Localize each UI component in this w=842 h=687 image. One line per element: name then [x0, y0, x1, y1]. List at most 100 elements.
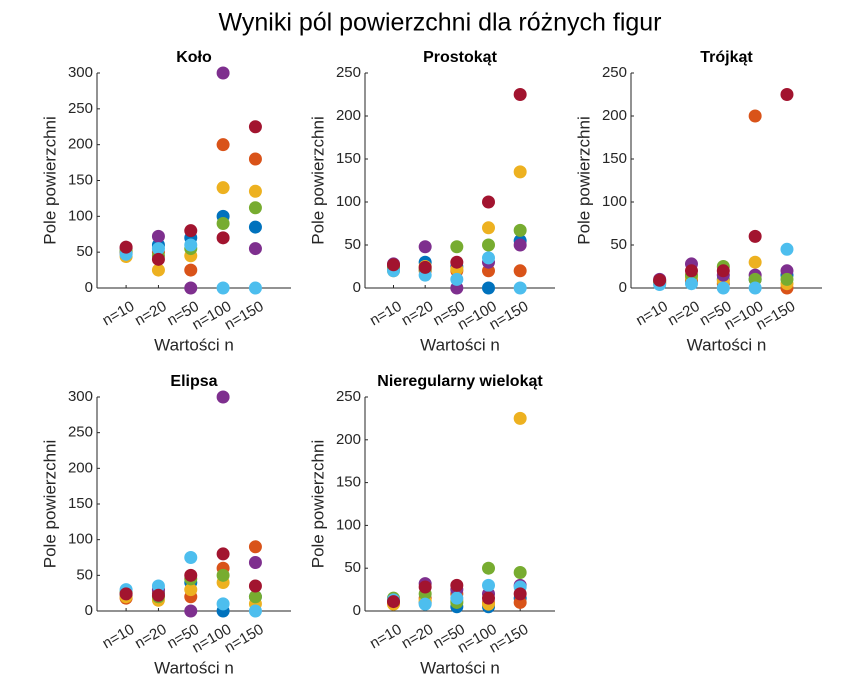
point	[184, 551, 198, 564]
subplot-title: Elipsa	[170, 373, 217, 390]
point	[482, 195, 495, 209]
y-tick-label: 0	[85, 279, 93, 296]
point	[513, 411, 527, 425]
point	[119, 240, 133, 254]
point	[748, 281, 762, 295]
point	[248, 590, 262, 604]
point	[748, 229, 762, 243]
point	[513, 264, 527, 278]
point	[450, 255, 464, 269]
y-tick-label: 250	[68, 100, 93, 117]
point	[216, 217, 230, 230]
y-tick-label: 200	[336, 431, 361, 448]
point	[248, 201, 262, 215]
point	[151, 242, 165, 256]
y-tick-label: 150	[68, 171, 93, 188]
y-tick-label: 250	[602, 64, 627, 81]
point	[184, 583, 198, 597]
point	[482, 591, 495, 605]
point	[216, 181, 230, 195]
subplot: 050100150200250n=10n=20n=50n=100n=150Nie…	[308, 373, 555, 677]
point	[151, 263, 165, 277]
y-tick-label: 150	[336, 474, 361, 491]
point	[513, 587, 527, 601]
point	[450, 240, 464, 254]
point	[216, 568, 230, 582]
point	[482, 561, 495, 575]
subplot: 050100150200250n=10n=20n=50n=100n=150Pro…	[308, 49, 555, 354]
point	[684, 277, 698, 291]
point	[450, 272, 464, 286]
point	[450, 591, 464, 605]
point	[418, 597, 432, 611]
point	[248, 540, 262, 554]
point	[780, 88, 794, 101]
point	[748, 255, 762, 269]
subplot: 050100150200250300n=10n=20n=50n=100n=150…	[40, 49, 291, 354]
y-tick-label: 0	[353, 279, 361, 296]
y-tick-label: 150	[68, 495, 93, 512]
point	[248, 120, 262, 134]
point	[513, 281, 527, 295]
y-tick-label: 200	[602, 107, 627, 124]
point	[248, 281, 262, 295]
point	[387, 595, 400, 609]
point	[482, 578, 495, 592]
point	[387, 258, 400, 272]
y-tick-label: 50	[76, 566, 93, 583]
point	[151, 588, 165, 602]
point	[513, 238, 527, 252]
x-tick-label: n=20	[132, 298, 170, 330]
point	[482, 281, 495, 295]
y-tick-label: 100	[68, 531, 93, 548]
point	[418, 260, 432, 274]
point	[780, 242, 794, 256]
point	[248, 220, 262, 234]
point	[216, 547, 230, 561]
x-axis-label: Wartości n	[154, 658, 234, 677]
y-tick-label: 200	[68, 459, 93, 476]
x-tick-label: n=10	[100, 621, 138, 653]
point	[780, 272, 794, 286]
point	[184, 568, 198, 582]
y-tick-label: 100	[336, 193, 361, 210]
point	[418, 240, 432, 254]
point	[482, 238, 495, 252]
point	[248, 242, 262, 256]
point	[513, 88, 527, 101]
y-tick-label: 200	[336, 107, 361, 124]
y-tick-label: 150	[336, 150, 361, 167]
point	[482, 251, 495, 265]
point	[248, 579, 262, 593]
y-tick-label: 100	[336, 516, 361, 533]
y-axis-label: Pole powierzchni	[40, 116, 59, 245]
x-axis-label: Wartości n	[420, 658, 500, 677]
point	[748, 109, 762, 123]
point	[684, 264, 698, 278]
point	[716, 281, 730, 295]
y-tick-label: 0	[619, 279, 627, 296]
point	[119, 587, 133, 601]
y-tick-label: 50	[76, 243, 93, 260]
figure-title: Wyniki pól powierzchni dla różnych figur	[218, 9, 661, 37]
point	[482, 221, 495, 235]
point	[418, 580, 432, 594]
y-tick-label: 50	[344, 559, 361, 576]
point	[248, 604, 262, 618]
point	[513, 165, 527, 179]
point	[716, 264, 730, 278]
y-axis-label: Pole powierzchni	[308, 440, 327, 569]
subplot: 050100150200250300n=10n=20n=50n=100n=150…	[40, 373, 291, 677]
x-axis-label: Wartości n	[154, 335, 234, 354]
subplot-title: Koło	[176, 49, 212, 66]
y-axis-label: Pole powierzchni	[40, 440, 59, 569]
y-tick-label: 0	[353, 602, 361, 619]
x-tick-label: n=20	[132, 621, 170, 653]
x-axis-label: Wartości n	[687, 335, 767, 354]
x-axis-label: Wartości n	[420, 335, 500, 354]
point	[248, 184, 262, 198]
point	[216, 597, 230, 611]
y-tick-label: 50	[344, 236, 361, 253]
point	[653, 273, 667, 287]
